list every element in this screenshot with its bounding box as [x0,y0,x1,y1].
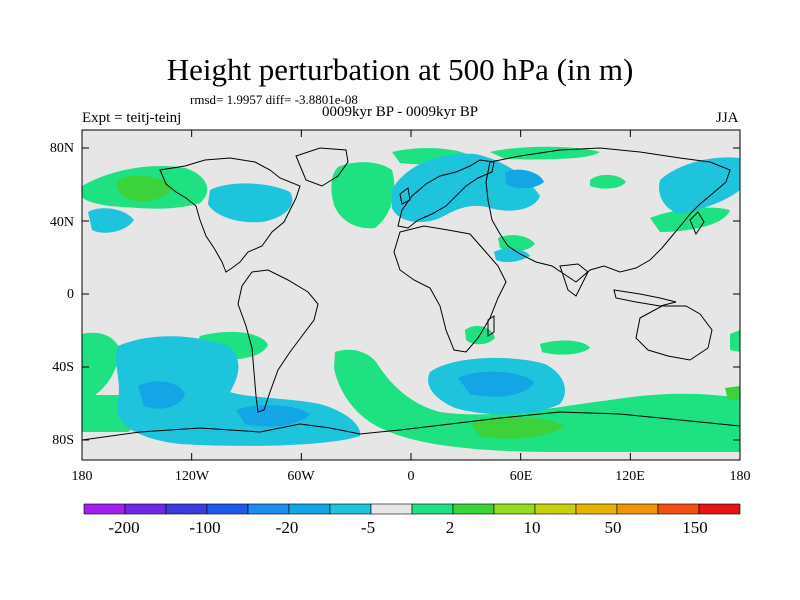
positive-region [540,340,590,355]
positive-region [334,349,740,452]
colorbar-label: 50 [604,518,622,537]
negative-region [88,208,134,233]
positive-region [498,235,535,252]
colorbar-label: -200 [108,518,140,537]
lon-label: 180 [729,469,751,484]
colorbar-swatch [452,503,495,515]
colorbar-swatch [247,503,290,515]
strong-positive-region [725,386,740,400]
colorbar-label: -100 [189,518,221,537]
map-title: Height perturbation at 500 hPa (in m) [166,52,634,87]
positive-region [730,330,740,352]
japan-coast [689,211,705,236]
lat-label: 80N [49,141,74,156]
indonesia-coast [613,289,677,307]
anomaly-fields [82,146,740,452]
negative-region [208,183,293,223]
lon-label: 0 [407,469,415,484]
madagascar-coast [487,315,495,337]
greenland-coast [295,147,349,187]
strong-negative-region [458,371,534,397]
strong-positive-region [470,417,565,439]
lon-label: 120E [615,469,645,484]
season-label: JJA [716,110,739,126]
lon-label: 120W [174,469,210,484]
colorbar-swatch [698,503,741,515]
axis-ticks [81,130,741,460]
africa-coast [393,225,507,353]
lon-label: 60W [287,469,315,484]
colorbar-label: 10 [523,518,541,537]
uk-coast [399,187,411,205]
colorbar-swatch [616,503,659,515]
lat-label: 0 [67,287,74,302]
colorbar-label: -5 [360,518,376,537]
lon-label: 180 [71,469,93,484]
lon-label: 60E [509,469,533,484]
antarctica-coast [82,411,740,441]
colorbar-swatch [83,503,126,515]
colorbar-label: 2 [445,518,455,537]
colorbar-swatch [657,503,700,515]
positive-region [82,332,120,398]
europe-coast [397,159,495,229]
coastlines [82,147,740,441]
colorbar-swatch [534,503,577,515]
colorbar-swatch [165,503,208,515]
period-label: 0009kyr BP - 0009kyr BP [322,104,479,120]
australia-coast [635,305,713,361]
colorbar-swatch [575,503,618,515]
strong-positive-region [116,175,172,202]
asia-coast [485,147,731,283]
colorbar-swatch [329,503,372,515]
south-america-coast [237,269,319,413]
negative-region [659,157,740,214]
experiment-label: Expt = teitj-teinj [82,110,182,126]
colorbar-swatch [411,503,454,515]
stats-line: rmsd= 1.9957 diff= -3.8801e-08 [190,92,358,107]
lat-label: 40S [52,360,74,375]
colorbar-swatch [206,503,249,515]
negative-region [494,248,530,263]
colorbar-swatch [370,503,413,515]
map-panel [82,130,740,460]
strong-negative-region [236,405,310,427]
colorbar-label: -20 [275,518,299,537]
strong-negative-region [138,381,185,409]
positive-region [331,162,395,229]
negative-region [392,153,540,223]
positive-region [590,174,626,189]
lat-label: 80S [52,433,74,448]
colorbar-swatch [493,503,536,515]
colorbar [83,503,741,515]
india-coast [559,263,589,297]
north-america-coast [159,157,301,273]
strong-negative-region [505,169,544,189]
colorbar-label: 150 [682,518,708,537]
colorbar-swatch [288,503,331,515]
lat-label: 40N [49,215,74,230]
colorbar-swatch [124,503,167,515]
